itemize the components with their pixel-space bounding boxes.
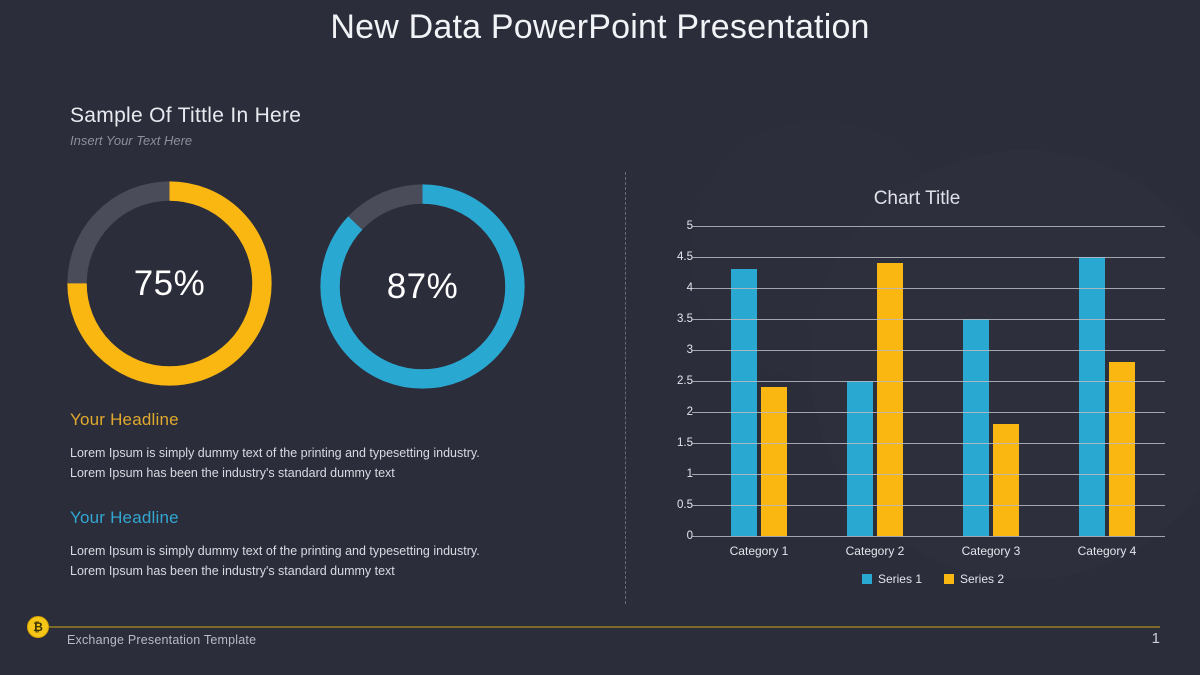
category-label: Category 2 [845,544,905,558]
donut-chart-1: 75% [62,176,277,391]
gridline [701,226,1165,227]
legend-swatch [944,574,954,584]
y-tick-label: 4 [686,282,693,294]
legend-label: Series 2 [960,572,1005,586]
y-tick-label: 2.5 [677,375,693,387]
y-tick-label: 1 [686,468,693,480]
text-block-1-headline: Your Headline [70,410,179,429]
axis-tick [692,288,701,289]
category-label: Category 3 [961,544,1021,558]
donut-chart-2: 87% [315,179,530,394]
chart-legend: Series 1 Series 2 [701,572,1165,586]
bar-2-4[interactable] [1109,362,1135,536]
chart-y-axis: 0 0.5 1 1.5 2 2.5 3 3.5 4 4.5 5 [655,220,693,542]
legend-label: Series 1 [877,572,922,586]
chart-title: Chart Title [873,188,961,209]
legend-item[interactable]: Series 2 [944,572,1004,586]
category-label: Category 1 [729,544,789,558]
chart-bars [701,226,1165,536]
gridline [701,381,1165,382]
text-block-1-line2: Lorem Ipsum has been the industry's stan… [70,466,395,480]
footer-divider [40,626,1160,628]
bar-group [1079,226,1135,536]
chart-x-axis: Category 1 Category 2 Category 3 Category 4 [701,544,1165,558]
text-block-1: Your Headline Lorem Ipsum is simply dumm… [70,410,590,483]
gridline [701,350,1165,351]
section-header: Sample Of Tittle In Here Insert Your Tex… [70,104,301,148]
text-block-2-line1: Lorem Ipsum is simply dummy text of the … [70,544,480,558]
bar-group [847,226,903,536]
gridline [701,288,1165,289]
gridline [701,443,1165,444]
y-tick-label: 2 [686,406,693,418]
y-tick-label: 0 [686,530,693,542]
bar-1-4[interactable] [1079,257,1105,536]
bar-2-2[interactable] [877,263,903,536]
bar-chart: Chart Title 0 0.5 1 1.5 2 2.5 3 3.5 4 4.5 5 Catego… [655,188,1165,603]
gridline [701,412,1165,413]
page-title: New Data PowerPoint Presentation [330,8,870,46]
y-tick-label: 1.5 [677,437,693,449]
bar-2-3[interactable] [993,424,1019,536]
legend-swatch [861,574,872,584]
text-block-1-line1: Lorem Ipsum is simply dummy text of the … [70,446,480,460]
gridline [701,505,1165,506]
chart-plot-area: 0 0.5 1 1.5 2 2.5 3 3.5 4 4.5 5 [655,220,1165,542]
axis-tick [692,443,701,444]
y-tick-label: 3.5 [677,313,693,325]
y-tick-label: 3 [686,344,693,356]
bar-1-3[interactable] [963,319,989,536]
axis-tick [692,505,701,506]
section-title: Sample Of Tittle In Here [70,104,302,127]
donut-value-2: 87% [386,266,459,306]
y-tick-label: 0.5 [677,499,693,511]
donut-value-1: 75% [133,263,206,303]
section-subtitle: Insert Your Text Here [70,133,193,148]
y-tick-label: 5 [686,220,693,232]
category-label: Category 4 [1077,544,1137,558]
footer-text: Exchange Presentation Template [67,633,257,647]
bar-2-1[interactable] [761,387,787,536]
page-number: 1 [1151,630,1160,647]
axis-tick [692,226,701,227]
y-tick-label: 4.5 [677,251,693,263]
vertical-divider [625,172,626,604]
axis-tick [692,319,701,320]
axis-tick [692,350,701,351]
gridline [701,319,1165,320]
gridline [701,536,1165,537]
donut-svg-2 [320,184,525,389]
text-block-2-line2: Lorem Ipsum has been the industry's stan… [70,564,395,578]
legend-item[interactable]: Series 1 [861,572,922,586]
axis-tick [692,381,701,382]
axis-tick [692,536,701,537]
axis-tick [692,474,701,475]
chart-gridlines [692,226,1165,537]
text-block-2-headline: Your Headline [70,508,179,527]
bar-1-2[interactable] [847,381,873,536]
axis-tick [692,412,701,413]
gridline [701,257,1165,258]
bar-1-1[interactable] [731,269,757,536]
text-block-2: Your Headline Lorem Ipsum is simply dumm… [70,508,590,581]
axis-tick [692,257,701,258]
bitcoin-icon: ₿ [27,616,49,638]
donut-chart-group: 75% 87% [62,176,542,396]
gridline [701,474,1165,475]
donut-svg-1 [67,181,272,386]
